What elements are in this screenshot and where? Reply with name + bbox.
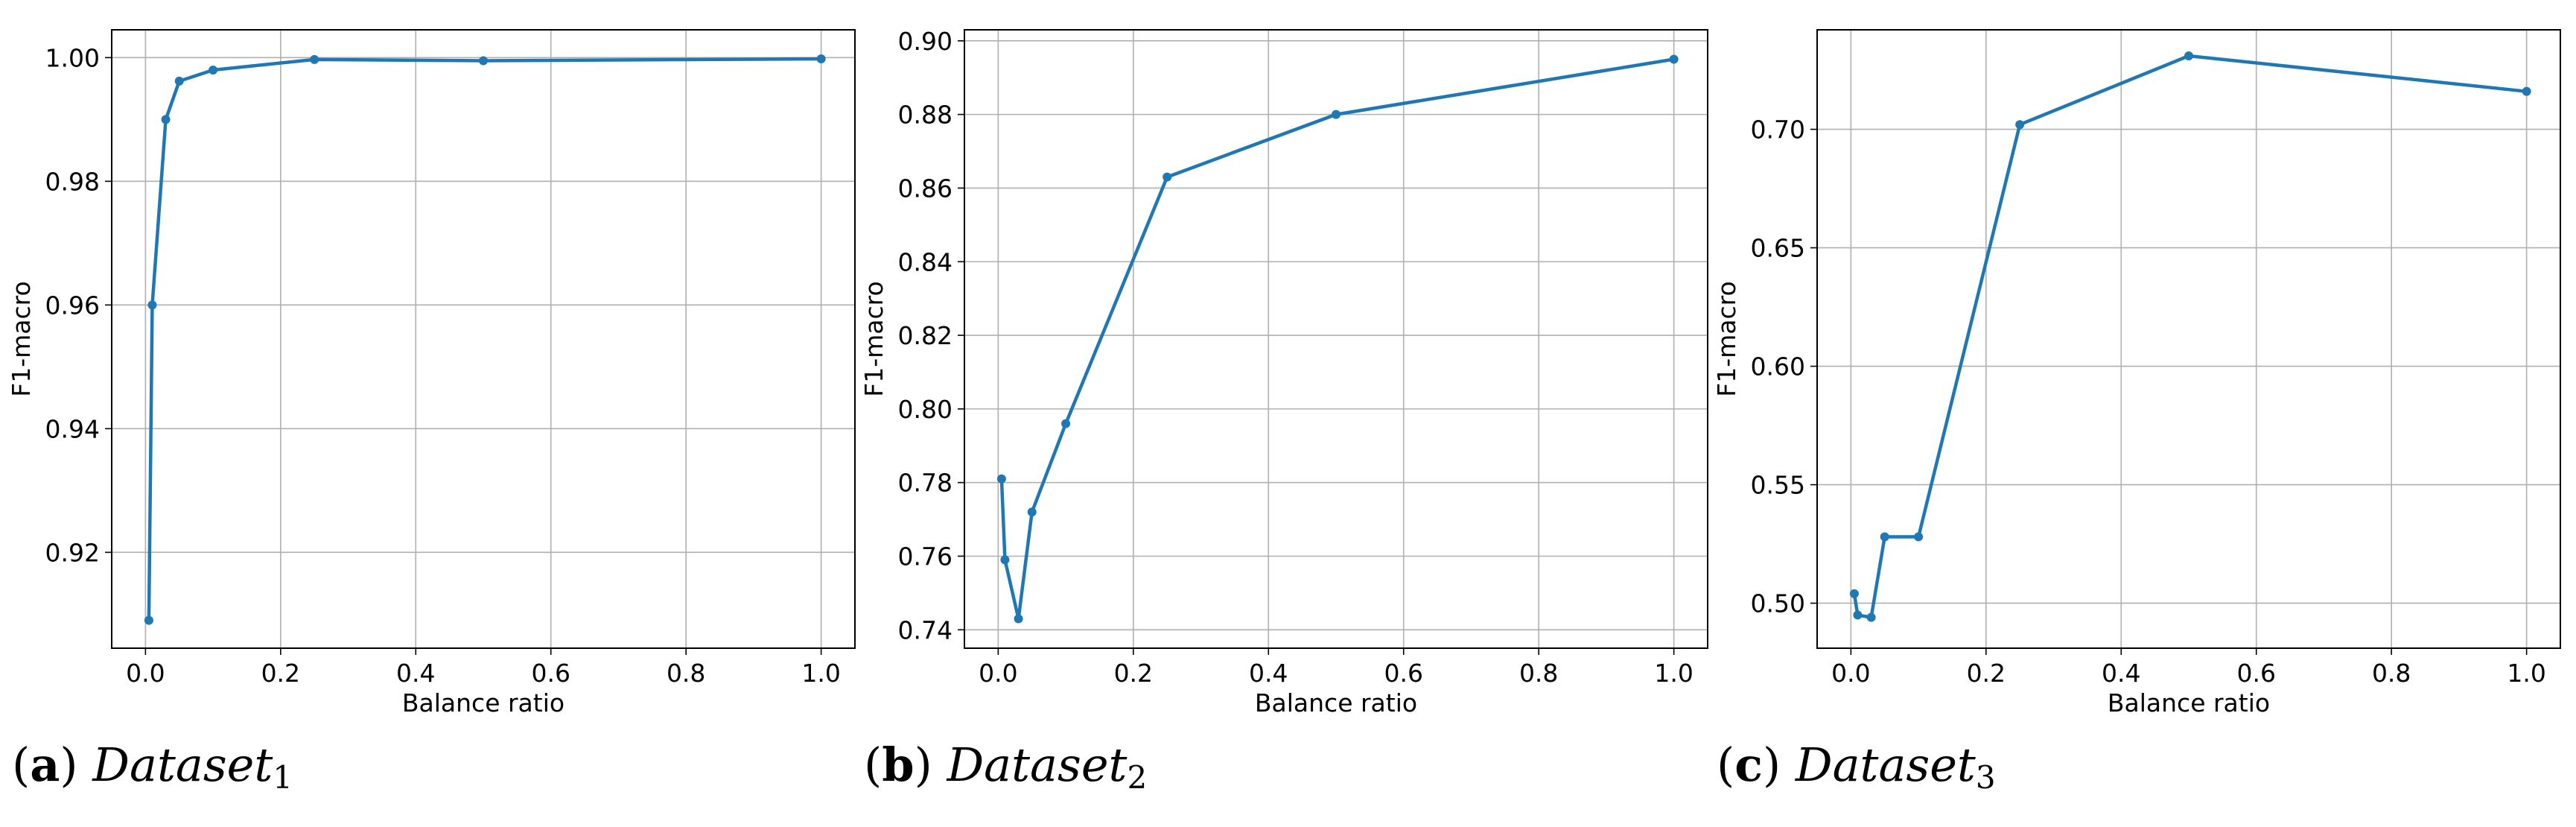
- panel-3-data-point: [1914, 532, 1924, 542]
- panel-2-xtick-label: 0.2: [1114, 659, 1153, 688]
- panel-1-ytick-label: 1.00: [45, 43, 100, 72]
- panel-2-xtick-label: 0.6: [1384, 659, 1422, 688]
- panel-2-ytick-label: 0.84: [898, 247, 953, 276]
- panel-2-data-point: [1061, 419, 1071, 428]
- panel-1-ytick-label: 0.92: [45, 538, 100, 567]
- panel-3-xtick-label: 0.2: [1967, 659, 2006, 688]
- panel-2-xtick-label: 0.0: [979, 659, 1017, 688]
- panel-2-ytick-label: 0.82: [898, 321, 953, 350]
- panel-3-ytick-label: 0.55: [1751, 471, 1805, 500]
- panel-1-data-point: [310, 54, 319, 64]
- panel-2-xtick-label: 0.4: [1249, 659, 1288, 688]
- panel-2-ytick-label: 0.78: [898, 469, 953, 498]
- caption-b: (b) Dataset2: [864, 738, 1148, 796]
- panel-2-ytick-label: 0.80: [898, 395, 953, 424]
- panel-1-ytick-label: 0.98: [45, 167, 100, 196]
- panel-1-xtick-label: 1.0: [801, 659, 840, 688]
- panel-1-xtick-label: 0.2: [261, 659, 300, 688]
- panel-3-ytick-label: 0.50: [1751, 589, 1805, 618]
- panel-2-data-point: [1332, 110, 1341, 119]
- panel-1-xtick-label: 0.4: [396, 659, 435, 688]
- panel-3-series-line: [1852, 54, 2527, 619]
- panel-3-xtick-label: 0.0: [1831, 659, 1870, 688]
- panel-1-ytick-label: 0.94: [45, 414, 100, 443]
- panel-1-xlabel: Balance ratio: [402, 688, 565, 717]
- panel-1-data-point: [174, 76, 184, 86]
- panel-3-data-point: [1853, 610, 1863, 620]
- panel-2-ytick-label: 0.86: [898, 174, 953, 203]
- panel-1-ylabel: F1-macro: [7, 281, 36, 396]
- panel-2-ytick-label: 0.88: [898, 101, 953, 130]
- panel-2-data-point: [1000, 555, 1010, 565]
- panel-2-xtick-label: 0.8: [1519, 659, 1558, 688]
- panel-3-data-point: [1849, 589, 1859, 598]
- panel-2-ytick-label: 0.76: [898, 542, 953, 571]
- panel-2-series-line: [999, 57, 1674, 621]
- panel-1-data-point: [161, 115, 171, 124]
- panel-3-xtick-label: 0.6: [2236, 659, 2275, 688]
- panel-1-data-point: [144, 615, 153, 625]
- panel-1-xtick-label: 0.8: [667, 659, 705, 688]
- panel-2-data-point: [996, 474, 1006, 484]
- panel-3-xtick-label: 0.4: [2102, 659, 2140, 688]
- panel-3-ytick-label: 0.70: [1751, 115, 1805, 145]
- panel-3-ytick-label: 0.60: [1751, 352, 1805, 381]
- panel-2-xlabel: Balance ratio: [1255, 688, 1417, 717]
- panel-2-axes-frame: [964, 29, 1708, 649]
- panel-1-data-point: [209, 65, 218, 75]
- panel-1-ytick-label: 0.96: [45, 291, 100, 320]
- caption-a: (a) Dataset1: [12, 738, 293, 796]
- panel-2-data-point: [1027, 507, 1037, 517]
- panel-3-data-point: [1866, 612, 1876, 622]
- panel-1-axes-frame: [111, 29, 856, 649]
- panel-1-series-line: [147, 57, 821, 621]
- panel-1-xtick-label: 0.0: [126, 659, 165, 688]
- panel-3-data-point: [2522, 86, 2531, 96]
- panel-2-data-point: [1669, 54, 1679, 64]
- panel-3-xtick-label: 0.8: [2372, 659, 2411, 688]
- panel-3-data-point: [2184, 51, 2193, 60]
- panel-2-data-point: [1163, 172, 1172, 182]
- panel-3-ytick-label: 0.65: [1751, 234, 1805, 263]
- caption-c: (c) Dataset3: [1717, 738, 1996, 796]
- panel-1-data-point: [479, 56, 488, 66]
- panel-3-data-point: [2015, 120, 2025, 130]
- panel-1-xtick-label: 0.6: [531, 659, 570, 688]
- panel-2-xtick-label: 1.0: [1654, 659, 1693, 688]
- panel-2-data-point: [1014, 614, 1023, 624]
- panel-3-xtick-label: 1.0: [2507, 659, 2545, 688]
- panel-1-data-point: [147, 300, 157, 310]
- panel-3-xlabel: Balance ratio: [2108, 688, 2270, 717]
- panel-1-data-point: [816, 54, 826, 64]
- panel-3-axes-frame: [1816, 29, 2561, 649]
- panel-2-ylabel: F1-macro: [859, 281, 888, 396]
- panel-3-data-point: [1880, 532, 1889, 542]
- panel-3-ylabel: F1-macro: [1712, 281, 1741, 396]
- panel-2-ytick-label: 0.74: [898, 615, 953, 644]
- panel-2-ytick-label: 0.90: [898, 27, 953, 56]
